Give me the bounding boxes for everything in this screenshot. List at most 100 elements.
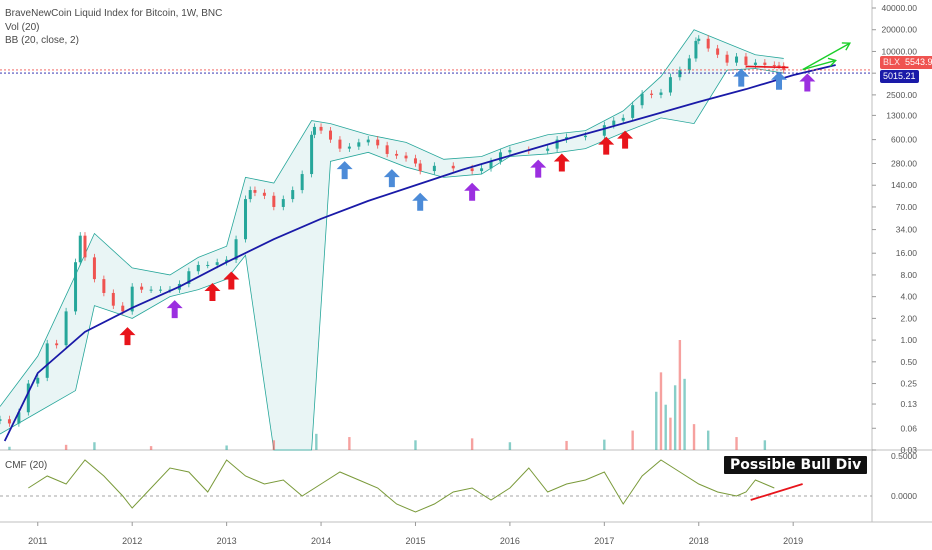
candle-body [312,126,316,135]
volume-bar [669,417,672,450]
candle-body [640,93,644,106]
time-tick-label: 2018 [689,536,709,546]
candle-body [480,168,484,172]
candle-body [225,259,229,263]
price-tick-label: 600.00 [891,135,917,145]
red-arrow-marker [223,271,240,290]
price-tick-label: 16.00 [896,248,918,258]
volume-bar [315,433,318,450]
candle-body [498,152,502,162]
candle-body [777,65,781,67]
candle-body [262,192,266,196]
red-arrow-marker [553,153,570,172]
bollinger-upper-line [0,29,784,407]
projection-arrow-line [802,42,851,71]
time-tick-label: 2015 [405,536,425,546]
candle-body [55,343,59,346]
candle-body [206,264,210,266]
last-price-value: 5543.95 [905,57,932,67]
candle-body [395,153,399,156]
volume-bar [603,439,606,450]
volume-bar [64,444,68,450]
price-tick-label: 2.00 [900,313,917,323]
candle-body [244,199,248,240]
red-arrow-marker [204,282,221,301]
projection-arrow-head [841,42,852,51]
candle-body [725,54,729,63]
bull-div-callout: Possible Bull Div [724,456,868,474]
trendline-price-value: 5015.21 [883,71,916,81]
volume-bar [735,437,738,450]
candle-body [300,174,304,191]
candle-body [432,165,436,172]
candle-body [753,62,757,65]
candle-body [36,377,40,384]
candle-body [26,383,30,413]
trendline-price-tag: 5015.21 [880,70,919,83]
candle-body [281,199,285,207]
volume-bar [692,424,696,450]
volume-study-label: Vol (20) [5,22,40,33]
candle-body [659,92,663,95]
candle-body [17,412,21,424]
candle-body [319,126,323,131]
candle-body [45,343,49,378]
candle-body [735,56,739,63]
cmf-tick-label: 0.5000 [891,451,917,461]
candle-body [694,40,698,59]
candle-body [92,257,96,280]
projection-arrow-line [802,59,836,71]
red-arrow-marker [617,130,634,149]
volume-bar [655,391,658,450]
candle-body [706,38,710,49]
candle-body [508,150,512,153]
price-tick-label: 1.00 [900,335,917,345]
candle-body [385,145,389,154]
chart-title: BraveNewCoin Liquid Index for Bitcoin, 1… [5,8,223,19]
purple-arrow-marker [464,182,481,201]
time-tick-label: 2014 [311,536,331,546]
candle-body [291,190,295,200]
candle-body [7,419,11,424]
candle-body [678,70,682,78]
candle-body [253,190,257,193]
candle-body [404,155,408,159]
candle-body [763,62,767,65]
price-tick-label: 2500.00 [886,90,917,100]
volume-bar [508,442,512,450]
blue-arrow-marker [412,192,429,211]
bollinger-fill [0,29,784,451]
price-tick-label: 1300.00 [886,110,917,120]
candle-body [111,292,115,306]
candle-body [583,135,587,138]
price-tick-label: 70.00 [896,202,918,212]
candle-body [347,146,351,149]
volume-bar [683,378,686,450]
price-tick-label: 0.13 [900,399,917,409]
candle-body [376,139,380,146]
candle-body [631,105,635,118]
time-tick-label: 2013 [217,536,237,546]
candle-body [744,56,748,65]
candle-body [83,235,87,258]
price-tick-label: 0.50 [900,357,917,367]
volume-bar [678,340,682,450]
candle-body [159,289,163,291]
candle-body [621,117,625,121]
time-tick-label: 2019 [783,536,803,546]
candle-body [650,93,654,95]
candle-body [102,279,106,293]
blue-arrow-marker [771,71,788,90]
volume-bar [673,385,677,450]
candle-body [413,158,417,164]
volume-bar [272,440,276,450]
candle-body [338,139,342,149]
candle-body [74,262,78,312]
candle-body [215,262,219,265]
candle-body [546,148,550,151]
time-tick-label: 2016 [500,536,520,546]
candle-body [668,77,672,93]
volume-bar [470,438,474,450]
time-tick-label: 2011 [28,536,47,546]
